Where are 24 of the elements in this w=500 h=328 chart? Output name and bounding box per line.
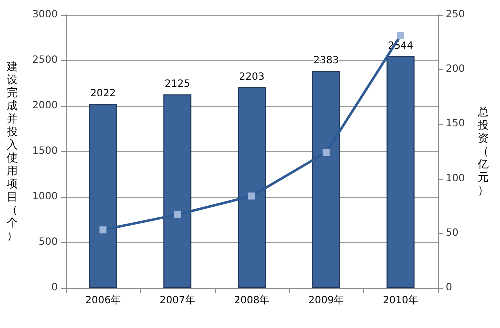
y-tick-label: 1000 [32, 192, 58, 202]
y-tick-label: 3000 [32, 10, 58, 20]
data-label: 2125 [164, 79, 190, 90]
data-label: 2383 [314, 56, 340, 67]
y2-tick-label: 250 [446, 10, 466, 20]
y2-tick-label: 150 [446, 118, 466, 130]
y-tick-label: 2000 [32, 100, 58, 112]
data-label: 2203 [239, 72, 265, 84]
x-tick-label: 2007年 [160, 294, 196, 306]
y2-tick-label: 50 [446, 228, 459, 239]
y2-tick-label: 200 [446, 64, 466, 76]
x-tick-label: 2008年 [234, 294, 270, 306]
x-tick-label: 2009年 [308, 294, 344, 306]
x-tick-label: 2010年 [383, 294, 419, 306]
y-tick-label: 0 [52, 282, 58, 294]
x-tick-label: 2006年 [85, 294, 121, 306]
y-tick-label: 1500 [32, 146, 58, 157]
y2-tick-label: 0 [446, 282, 452, 294]
y2-tick-label: 100 [446, 173, 466, 184]
data-label: 2022 [90, 88, 116, 100]
y2-axis-title: 总投资（亿元） [477, 106, 489, 197]
y-tick-label: 500 [38, 237, 58, 248]
y-tick-label: 2500 [32, 55, 58, 66]
text: 建设完成并投入使用项目（个） [7, 60, 18, 242]
